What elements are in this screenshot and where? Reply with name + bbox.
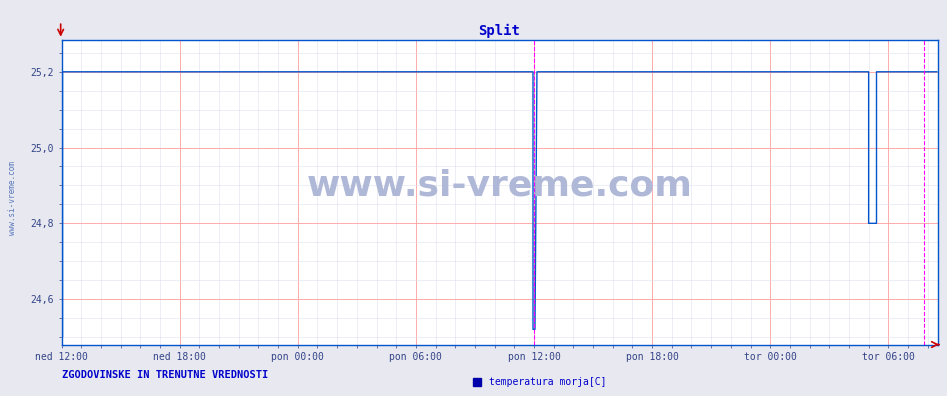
Text: www.si-vreme.com: www.si-vreme.com xyxy=(8,161,17,235)
Title: Split: Split xyxy=(478,24,521,38)
Text: ZGODOVINSKE IN TRENUTNE VREDNOSTI: ZGODOVINSKE IN TRENUTNE VREDNOSTI xyxy=(62,370,268,380)
Text: www.si-vreme.com: www.si-vreme.com xyxy=(307,169,692,203)
Legend: temperatura morja[C]: temperatura morja[C] xyxy=(474,377,606,387)
